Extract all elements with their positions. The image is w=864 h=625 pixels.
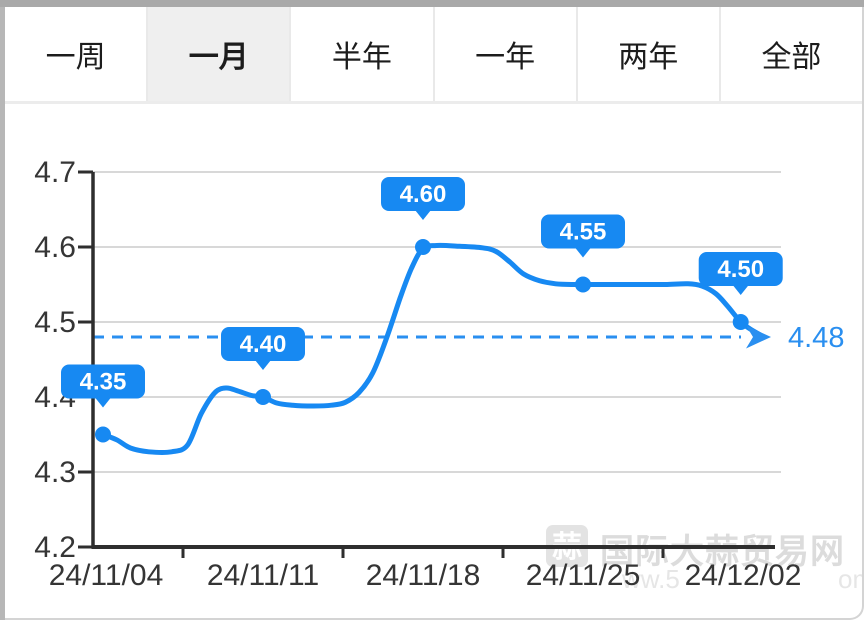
tab-two-years[interactable]: 两年 — [575, 7, 719, 101]
x-tick-label: 24/11/18 — [366, 559, 481, 592]
data-point-bubble-pointer — [255, 360, 271, 370]
y-tick-label: 4.5 — [34, 306, 76, 339]
tab-half-year[interactable]: 半年 — [289, 7, 433, 101]
data-point-bubble — [381, 177, 465, 211]
data-point-bubble — [61, 364, 145, 399]
data-point-bubble — [221, 327, 305, 361]
time-range-tab-bar: 一周 一月 半年 一年 两年 全部 — [5, 7, 863, 104]
data-point-bubble-pointer — [732, 285, 749, 295]
data-point-dot[interactable] — [95, 426, 111, 443]
bubble-value-label: 4.55 — [560, 219, 607, 246]
data-point-dot[interactable] — [255, 389, 271, 405]
chart-area: 蒜国际大蒜贸易网 ww.5 om 4.7 4.6 4.5 4.4 4.3 4.2 24/11/04… — [0, 104, 864, 620]
data-point-bubble-pointer — [575, 247, 591, 258]
data-point-dot[interactable] — [415, 239, 431, 255]
price-line — [100, 242, 763, 455]
bubble-value-label: 4.40 — [240, 331, 287, 358]
tab-month[interactable]: 一月 — [146, 7, 290, 101]
data-point-bubble — [698, 252, 783, 286]
y-tick-label: 4.6 — [34, 231, 76, 264]
x-tick-label: 24/12/02 — [685, 559, 802, 592]
y-tick-label: 4.7 — [34, 156, 76, 189]
bubble-value-label: 4.35 — [80, 369, 127, 396]
tab-week[interactable]: 一周 — [5, 7, 147, 101]
bubble-value-label: 4.50 — [717, 256, 764, 283]
bubble-value-label: 4.60 — [400, 181, 447, 208]
data-point-bubble — [541, 214, 625, 249]
latest-value-label: 4.48 — [788, 322, 844, 354]
data-point-bubble-pointer — [95, 397, 111, 408]
latest-arrow-icon — [746, 325, 771, 349]
data-point-dot[interactable] — [732, 314, 749, 330]
watermark-url-fragment: ww.5 — [621, 564, 680, 594]
y-tick-label: 4.2 — [34, 531, 76, 564]
x-tick-label: 24/11/11 — [207, 559, 319, 592]
x-tick-label: 24/11/04 — [49, 559, 164, 592]
tab-all[interactable]: 全部 — [718, 7, 863, 101]
y-tick-label: 4.3 — [34, 456, 76, 489]
x-tick-label: 24/11/25 — [526, 559, 641, 592]
watermark-text: 国际大蒜贸易网 — [600, 533, 845, 571]
screenshot-top-edge — [0, 0, 864, 7]
screenshot-left-edge — [0, 7, 5, 620]
tab-year[interactable]: 一年 — [432, 7, 576, 101]
data-point-bubble-pointer — [415, 210, 431, 220]
watermark-url-fragment: om — [838, 564, 864, 594]
price-chart: 蒜国际大蒜贸易网ww.5 om4.74.64.54.44.34.224/11/04… — [34, 156, 864, 594]
data-point-dot[interactable] — [575, 276, 591, 293]
